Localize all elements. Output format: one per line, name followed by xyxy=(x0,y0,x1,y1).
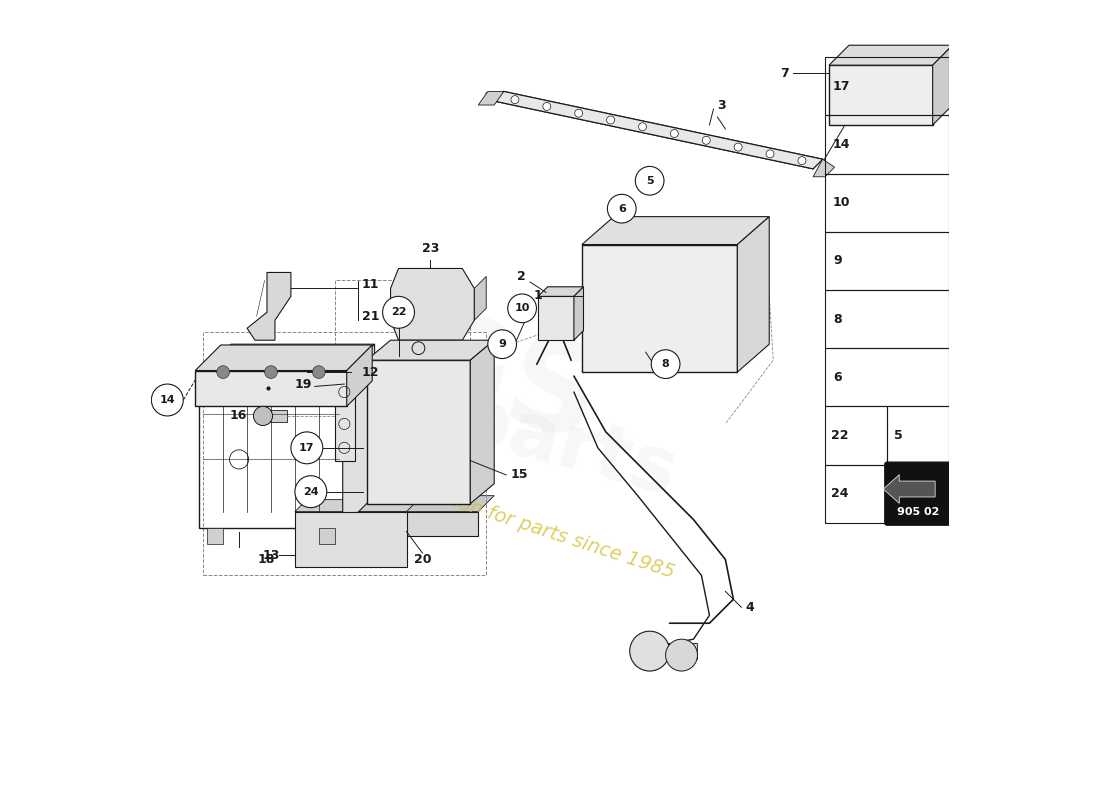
Polygon shape xyxy=(471,340,494,504)
FancyBboxPatch shape xyxy=(884,462,952,525)
Text: 20: 20 xyxy=(414,553,431,566)
Circle shape xyxy=(487,330,517,358)
Polygon shape xyxy=(351,496,494,512)
Polygon shape xyxy=(494,91,823,169)
Polygon shape xyxy=(538,286,583,296)
Text: 9: 9 xyxy=(833,254,842,267)
Polygon shape xyxy=(737,217,769,372)
Circle shape xyxy=(217,366,230,378)
Polygon shape xyxy=(343,344,375,527)
Circle shape xyxy=(253,406,273,426)
Polygon shape xyxy=(574,286,583,340)
Circle shape xyxy=(734,143,742,151)
Text: 9: 9 xyxy=(498,339,506,349)
Circle shape xyxy=(651,350,680,378)
Circle shape xyxy=(152,384,184,416)
Circle shape xyxy=(290,432,322,464)
Circle shape xyxy=(766,150,774,158)
Circle shape xyxy=(666,639,697,671)
Text: 14: 14 xyxy=(833,138,850,151)
Circle shape xyxy=(312,366,326,378)
Text: 22: 22 xyxy=(832,429,849,442)
Circle shape xyxy=(638,122,647,130)
Polygon shape xyxy=(207,527,223,543)
Text: 7: 7 xyxy=(780,66,789,80)
Circle shape xyxy=(636,166,664,195)
Circle shape xyxy=(265,366,277,378)
Polygon shape xyxy=(883,474,935,503)
Text: 3: 3 xyxy=(717,98,726,111)
Polygon shape xyxy=(829,65,933,125)
Polygon shape xyxy=(913,65,933,81)
Text: 23: 23 xyxy=(421,242,439,255)
Circle shape xyxy=(670,130,679,138)
Text: 6: 6 xyxy=(618,204,626,214)
Text: 6: 6 xyxy=(833,370,842,384)
Polygon shape xyxy=(295,512,407,567)
Text: parts: parts xyxy=(448,383,684,513)
Polygon shape xyxy=(813,159,835,177)
Text: a passion for parts since 1985: a passion for parts since 1985 xyxy=(392,473,676,582)
Text: GS: GS xyxy=(394,301,611,467)
Text: 21: 21 xyxy=(362,310,380,322)
Polygon shape xyxy=(474,277,486,320)
Text: 8: 8 xyxy=(662,359,670,369)
Polygon shape xyxy=(334,360,354,461)
Text: 8: 8 xyxy=(833,313,842,326)
Text: 10: 10 xyxy=(515,303,530,314)
Text: 12: 12 xyxy=(362,366,380,378)
Text: 5: 5 xyxy=(646,176,653,186)
Polygon shape xyxy=(319,527,334,543)
Text: 2: 2 xyxy=(517,270,526,283)
Text: 16: 16 xyxy=(230,410,248,422)
Polygon shape xyxy=(366,340,494,360)
Text: 5: 5 xyxy=(893,429,902,442)
Polygon shape xyxy=(263,410,287,422)
Circle shape xyxy=(798,157,806,165)
Circle shape xyxy=(542,102,551,110)
Polygon shape xyxy=(582,245,737,372)
Text: 24: 24 xyxy=(832,487,849,500)
Text: 17: 17 xyxy=(833,80,850,93)
Text: 11: 11 xyxy=(362,278,380,291)
Text: 22: 22 xyxy=(390,307,406,318)
Polygon shape xyxy=(346,345,372,406)
Text: 15: 15 xyxy=(510,469,528,482)
Circle shape xyxy=(510,96,519,104)
Text: 17: 17 xyxy=(299,443,315,453)
Circle shape xyxy=(629,631,670,671)
Circle shape xyxy=(574,110,583,117)
Text: 4: 4 xyxy=(746,601,755,614)
Text: 10: 10 xyxy=(833,196,850,209)
Polygon shape xyxy=(295,500,418,512)
Polygon shape xyxy=(933,46,953,125)
Text: 13: 13 xyxy=(262,549,279,562)
Text: 24: 24 xyxy=(302,486,319,497)
Text: 14: 14 xyxy=(160,395,175,405)
Circle shape xyxy=(702,136,711,144)
Circle shape xyxy=(508,294,537,322)
Polygon shape xyxy=(195,345,372,370)
Polygon shape xyxy=(195,370,346,406)
Polygon shape xyxy=(641,643,697,659)
Polygon shape xyxy=(199,344,375,376)
Polygon shape xyxy=(582,217,769,245)
Polygon shape xyxy=(366,360,471,504)
Polygon shape xyxy=(829,46,953,65)
Text: 19: 19 xyxy=(295,378,312,390)
Circle shape xyxy=(383,296,415,328)
Polygon shape xyxy=(248,273,290,340)
Polygon shape xyxy=(390,269,474,340)
Text: 1: 1 xyxy=(534,289,542,302)
Polygon shape xyxy=(538,296,574,340)
Text: 905 02: 905 02 xyxy=(898,507,939,518)
Circle shape xyxy=(607,194,636,223)
Circle shape xyxy=(606,116,615,124)
Polygon shape xyxy=(351,512,478,535)
Circle shape xyxy=(295,476,327,508)
Polygon shape xyxy=(478,91,504,105)
Text: 18: 18 xyxy=(257,553,275,566)
